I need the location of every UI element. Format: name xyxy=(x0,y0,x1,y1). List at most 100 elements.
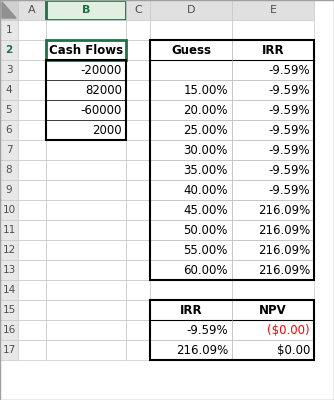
Bar xyxy=(150,260,232,280)
Text: C: C xyxy=(134,5,142,15)
Bar xyxy=(18,340,46,360)
Bar xyxy=(126,260,150,280)
Bar xyxy=(46,40,126,60)
Bar xyxy=(0,280,18,300)
Text: -9.59%: -9.59% xyxy=(269,144,310,156)
Text: 50.00%: 50.00% xyxy=(184,224,228,236)
Text: 4: 4 xyxy=(6,85,12,95)
Bar xyxy=(232,60,314,80)
Bar xyxy=(150,280,232,300)
Bar xyxy=(0,180,18,200)
Bar xyxy=(46,120,126,140)
Bar xyxy=(232,140,314,160)
Bar xyxy=(18,140,46,160)
Bar xyxy=(232,0,314,20)
Bar xyxy=(232,80,314,100)
Bar xyxy=(18,220,46,240)
Bar xyxy=(0,20,18,40)
Text: Cash Flows: Cash Flows xyxy=(49,44,123,56)
Text: D: D xyxy=(187,5,195,15)
Bar xyxy=(18,0,46,20)
Bar xyxy=(126,40,150,60)
Bar xyxy=(232,260,314,280)
Bar xyxy=(232,320,314,340)
Bar xyxy=(46,280,126,300)
Bar xyxy=(46,340,126,360)
Bar xyxy=(126,180,150,200)
Bar xyxy=(150,240,232,260)
Text: ($0.00): ($0.00) xyxy=(268,324,310,336)
Text: 10: 10 xyxy=(2,205,16,215)
Text: B: B xyxy=(82,5,90,15)
Text: 15: 15 xyxy=(2,305,16,315)
Text: 55.00%: 55.00% xyxy=(184,244,228,256)
Text: 216.09%: 216.09% xyxy=(258,224,310,236)
Bar xyxy=(46,80,126,100)
Bar xyxy=(18,20,46,40)
Bar xyxy=(46,160,126,180)
Text: 30.00%: 30.00% xyxy=(184,144,228,156)
Bar xyxy=(18,40,46,60)
Bar xyxy=(232,160,314,180)
Text: 25.00%: 25.00% xyxy=(183,124,228,136)
Bar xyxy=(126,280,150,300)
Text: IRR: IRR xyxy=(262,44,284,56)
Bar xyxy=(126,0,150,20)
Bar xyxy=(232,200,314,220)
Bar xyxy=(46,60,126,80)
Bar xyxy=(232,220,314,240)
Bar xyxy=(126,100,150,120)
Text: 12: 12 xyxy=(2,245,16,255)
Bar xyxy=(18,180,46,200)
Bar xyxy=(0,40,18,60)
Text: $0.00: $0.00 xyxy=(277,344,310,356)
Bar xyxy=(0,340,18,360)
Text: 216.09%: 216.09% xyxy=(176,344,228,356)
Bar xyxy=(0,120,18,140)
Bar xyxy=(46,0,126,20)
Bar xyxy=(0,220,18,240)
Bar xyxy=(126,140,150,160)
Bar xyxy=(0,320,18,340)
Bar xyxy=(0,100,18,120)
Text: 17: 17 xyxy=(2,345,16,355)
Text: 45.00%: 45.00% xyxy=(183,204,228,216)
Bar xyxy=(18,260,46,280)
Bar xyxy=(18,320,46,340)
Bar xyxy=(46,240,126,260)
Bar xyxy=(232,340,314,360)
Text: -9.59%: -9.59% xyxy=(269,64,310,76)
Bar xyxy=(150,320,232,340)
Bar xyxy=(232,40,314,60)
Text: 216.09%: 216.09% xyxy=(258,204,310,216)
Text: 2000: 2000 xyxy=(93,124,122,136)
Bar xyxy=(0,200,18,220)
Bar xyxy=(150,20,232,40)
Text: 35.00%: 35.00% xyxy=(184,164,228,176)
Text: 3: 3 xyxy=(6,65,12,75)
Text: 8: 8 xyxy=(6,165,12,175)
Bar xyxy=(46,140,126,160)
Text: 6: 6 xyxy=(6,125,12,135)
Text: 20.00%: 20.00% xyxy=(183,104,228,116)
Bar xyxy=(126,120,150,140)
Bar xyxy=(18,300,46,320)
Bar xyxy=(0,160,18,180)
Bar xyxy=(0,80,18,100)
Text: 40.00%: 40.00% xyxy=(183,184,228,196)
Bar xyxy=(0,300,18,320)
Bar xyxy=(18,120,46,140)
Bar xyxy=(18,200,46,220)
Bar xyxy=(232,20,314,40)
Bar xyxy=(150,40,314,280)
Text: 7: 7 xyxy=(6,145,12,155)
Text: NPV: NPV xyxy=(259,304,287,316)
Bar xyxy=(46,40,126,60)
Text: -9.59%: -9.59% xyxy=(269,184,310,196)
Bar xyxy=(150,40,232,60)
Bar xyxy=(46,220,126,240)
Bar xyxy=(150,100,232,120)
Bar xyxy=(0,260,18,280)
Bar xyxy=(126,20,150,40)
Bar xyxy=(150,80,232,100)
